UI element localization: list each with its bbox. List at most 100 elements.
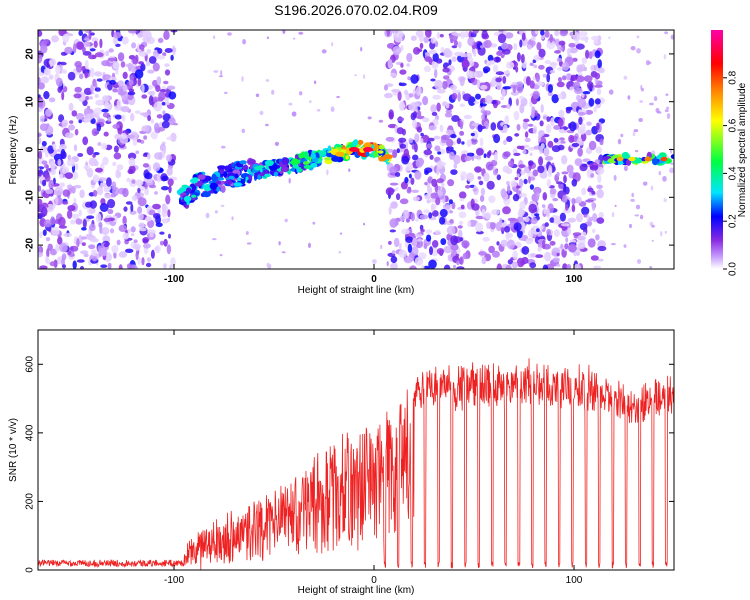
noise-speckle	[577, 98, 587, 108]
signal-blob	[228, 175, 235, 180]
noise-speckle	[650, 185, 654, 191]
noise-speckle	[594, 72, 601, 80]
noise-speckle	[414, 142, 418, 153]
noise-speckle	[536, 42, 542, 51]
noise-speckle	[83, 253, 89, 258]
noise-speckle	[265, 123, 269, 127]
noise-speckle	[567, 47, 571, 56]
noise-speckle	[568, 47, 578, 54]
noise-speckle	[65, 132, 74, 139]
noise-speckle	[85, 233, 93, 238]
noise-speckle	[547, 84, 554, 93]
noise-speckle	[488, 245, 495, 254]
noise-speckle	[396, 148, 400, 154]
noise-speckle	[338, 251, 342, 254]
signal-blob	[217, 165, 227, 170]
noise-speckle	[99, 203, 109, 212]
noise-speckle	[396, 127, 404, 135]
noise-speckle	[393, 32, 397, 38]
noise-speckle	[594, 50, 601, 59]
noise-speckle	[114, 105, 123, 111]
noise-speckle	[561, 62, 570, 71]
noise-speckle	[161, 175, 169, 181]
noise-speckle	[138, 51, 148, 57]
noise-speckle	[140, 63, 146, 72]
noise-speckle	[284, 218, 288, 223]
noise-speckle	[143, 135, 148, 140]
noise-speckle	[578, 111, 586, 116]
noise-speckle	[136, 138, 142, 143]
noise-speckle	[589, 165, 599, 171]
noise-speckle	[241, 76, 244, 82]
noise-speckle	[520, 170, 526, 175]
noise-speckle	[391, 262, 398, 269]
noise-speckle	[147, 153, 151, 160]
noise-speckle	[38, 94, 41, 98]
noise-speckle	[480, 45, 484, 49]
noise-speckle	[148, 95, 154, 106]
noise-speckle	[166, 85, 176, 90]
noise-speckle	[506, 181, 510, 186]
noise-speckle	[560, 47, 564, 52]
noise-speckle	[389, 182, 399, 186]
noise-speckle	[561, 223, 570, 227]
noise-speckle	[399, 101, 405, 111]
noise-speckle	[158, 96, 164, 102]
noise-speckle	[529, 80, 535, 89]
noise-speckle	[412, 119, 417, 129]
noise-speckle	[45, 188, 54, 195]
noise-speckle	[483, 39, 492, 49]
noise-speckle	[429, 154, 434, 160]
noise-speckle	[502, 167, 507, 172]
noise-speckle	[161, 218, 169, 224]
noise-speckle	[445, 129, 454, 135]
noise-speckle	[416, 238, 423, 242]
noise-speckle	[534, 213, 540, 217]
noise-speckle	[420, 228, 425, 233]
noise-speckle	[471, 122, 480, 127]
noise-speckle	[565, 108, 572, 114]
noise-speckle	[477, 176, 482, 180]
noise-speckle	[544, 30, 550, 38]
noise-speckle	[168, 91, 177, 100]
noise-speckle	[67, 250, 72, 255]
noise-speckle	[426, 143, 433, 149]
noise-speckle	[572, 81, 581, 89]
noise-speckle	[104, 101, 110, 110]
noise-speckle	[412, 237, 418, 248]
signal-blob	[183, 203, 187, 208]
noise-speckle	[485, 161, 494, 171]
noise-speckle	[467, 220, 472, 228]
noise-speckle	[415, 86, 422, 96]
noise-speckle	[428, 125, 437, 131]
noise-speckle	[412, 154, 419, 161]
noise-speckle	[164, 69, 171, 76]
noise-speckle	[472, 220, 478, 224]
noise-speckle	[410, 35, 417, 41]
noise-speckle	[400, 45, 404, 52]
chart-title: S196.2026.070.02.04.R09	[274, 2, 438, 18]
noise-speckle	[510, 180, 517, 188]
noise-speckle	[556, 171, 560, 177]
noise-speckle	[163, 146, 167, 155]
noise-speckle	[159, 231, 165, 235]
noise-speckle	[575, 249, 580, 253]
noise-speckle	[59, 144, 67, 151]
noise-speckle	[515, 66, 519, 73]
noise-speckle	[458, 220, 464, 226]
noise-speckle	[101, 227, 110, 235]
noise-speckle	[556, 263, 561, 267]
noise-speckle	[127, 168, 134, 175]
noise-speckle	[515, 98, 520, 106]
noise-speckle	[400, 228, 410, 235]
noise-speckle	[49, 261, 57, 267]
noise-speckle	[519, 200, 526, 210]
signal-blob	[377, 150, 384, 154]
noise-speckle	[475, 215, 485, 220]
noise-speckle	[552, 198, 559, 202]
noise-speckle	[532, 169, 539, 177]
noise-speckle	[161, 120, 170, 129]
noise-speckle	[471, 130, 479, 140]
noise-speckle	[74, 86, 82, 93]
signal-blob	[183, 195, 192, 203]
